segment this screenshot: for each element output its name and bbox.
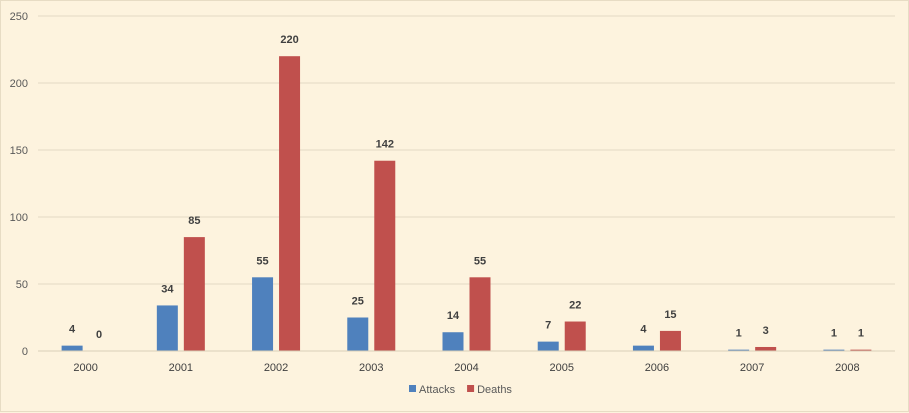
bar-attacks-2002 xyxy=(252,277,274,351)
data-label-deaths-2008: 1 xyxy=(858,328,864,340)
bar-attacks-2001 xyxy=(156,305,178,351)
x-tick-label-2000: 2000 xyxy=(73,362,97,374)
legend-label-deaths: Deaths xyxy=(477,384,512,396)
data-label-attacks-2000: 4 xyxy=(69,324,76,336)
y-tick-label-150: 150 xyxy=(10,145,28,157)
y-tick-label-0: 0 xyxy=(22,346,28,358)
data-label-attacks-2003: 25 xyxy=(352,296,364,308)
x-tick-label-2001: 2001 xyxy=(169,362,193,374)
y-tick-label-250: 250 xyxy=(10,11,28,23)
x-tick-label-2005: 2005 xyxy=(549,362,573,374)
bar-deaths-2001 xyxy=(183,237,205,351)
data-label-deaths-2007: 3 xyxy=(763,325,769,337)
data-label-attacks-2004: 14 xyxy=(447,310,460,322)
y-tick-label-100: 100 xyxy=(10,212,28,224)
data-label-attacks-2006: 4 xyxy=(640,324,647,336)
bar-attacks-2004 xyxy=(442,332,464,351)
bar-attacks-2006 xyxy=(632,345,654,351)
bar-attacks-2008 xyxy=(823,349,845,351)
y-tick-label-200: 200 xyxy=(10,78,28,90)
bar-deaths-2003 xyxy=(374,160,396,351)
x-tick-label-2008: 2008 xyxy=(835,362,859,374)
bar-deaths-2002 xyxy=(279,56,301,351)
x-tick-label-2003: 2003 xyxy=(359,362,383,374)
bar-deaths-2004 xyxy=(469,277,491,351)
bar-deaths-2007 xyxy=(755,346,777,351)
bar-attacks-2007 xyxy=(728,349,750,351)
data-label-deaths-2004: 55 xyxy=(474,255,486,267)
x-tick-label-2004: 2004 xyxy=(454,362,478,374)
data-label-deaths-2000: 0 xyxy=(96,329,102,341)
data-label-deaths-2006: 15 xyxy=(664,309,676,321)
data-label-deaths-2005: 22 xyxy=(569,300,581,312)
x-tick-label-2002: 2002 xyxy=(264,362,288,374)
bar-deaths-2008 xyxy=(850,349,872,351)
bar-deaths-2006 xyxy=(659,330,681,351)
data-label-attacks-2001: 34 xyxy=(161,283,174,295)
data-label-attacks-2005: 7 xyxy=(545,320,551,332)
data-label-deaths-2002: 220 xyxy=(280,34,298,46)
data-label-attacks-2002: 55 xyxy=(256,255,268,267)
legend-label-attacks: Attacks xyxy=(419,384,456,396)
x-tick-label-2007: 2007 xyxy=(740,362,764,374)
bar-attacks-2003 xyxy=(347,317,369,351)
x-tick-label-2006: 2006 xyxy=(645,362,669,374)
data-label-attacks-2007: 1 xyxy=(736,328,742,340)
bar-attacks-2000 xyxy=(61,345,83,351)
legend-swatch-deaths xyxy=(467,385,475,392)
data-label-deaths-2001: 85 xyxy=(188,215,200,227)
bar-attacks-2005 xyxy=(537,341,559,351)
bar-deaths-2005 xyxy=(564,321,586,351)
data-label-deaths-2003: 142 xyxy=(376,139,394,151)
legend-swatch-attacks xyxy=(409,385,416,392)
y-tick-label-50: 50 xyxy=(16,279,28,291)
data-label-attacks-2008: 1 xyxy=(831,328,837,340)
